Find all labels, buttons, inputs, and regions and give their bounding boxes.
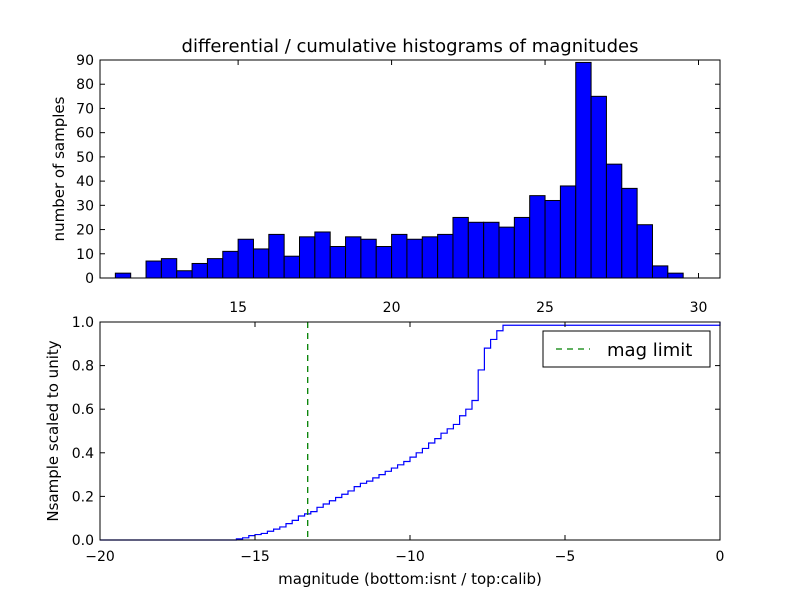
bottom-x-tick-label: −5	[555, 549, 576, 565]
bottom-plot-frame	[99, 321, 721, 541]
top-y-tick-label: 40	[76, 174, 94, 190]
top-y-tick-label: 70	[76, 101, 94, 117]
bottom-axis-ticks: 0.0 0.2 0.4 0.6 0.8 1.0 −20 −15 −10 −5 0	[72, 315, 725, 565]
bottom-y-tick-label: 0.8	[72, 359, 94, 375]
top-x-tick-label: 25	[536, 300, 554, 316]
histogram-bar-27	[529, 195, 546, 279]
histogram-bar-20	[421, 236, 439, 279]
histogram-bar-12	[299, 236, 316, 279]
top-histogram-panel: differential / cumulative histograms of …	[50, 36, 721, 316]
legend: mag limit	[542, 330, 711, 368]
top-y-tick-label: 0	[85, 271, 94, 287]
top-y-tick-label: 30	[76, 198, 94, 214]
histogram-bar-33	[621, 187, 638, 279]
histogram-bar-0	[114, 272, 132, 279]
histogram-bar-30	[575, 61, 592, 279]
legend-mag-limit-label: mag limit	[607, 340, 692, 361]
bottom-y-tick-label: 0.0	[72, 533, 94, 549]
top-plot-frame	[99, 59, 721, 279]
bottom-y-axis-label: Nsample scaled to unity	[44, 340, 62, 521]
top-y-axis-label: number of samples	[50, 96, 68, 241]
histogram-bar-8	[237, 238, 254, 279]
bottom-x-axis-label: magnitude (bottom:isnt / top:calib)	[278, 570, 542, 588]
histogram-bar-28	[544, 199, 561, 279]
histogram-bar-13	[314, 231, 331, 279]
bottom-y-tick-label: 0.2	[72, 489, 94, 505]
histogram-bar-14	[329, 246, 347, 279]
bottom-x-tick-label: −15	[240, 549, 270, 565]
top-y-tick-label: 60	[76, 126, 94, 142]
histogram-bar-18	[391, 233, 408, 279]
histogram-bar-4	[176, 270, 193, 279]
histogram-bar-17	[375, 246, 393, 279]
histogram-bar-15	[345, 236, 362, 279]
histogram-bar-31	[590, 95, 607, 279]
cumulative-lines	[100, 322, 721, 541]
top-y-tick-label: 20	[76, 223, 94, 239]
top-x-tick-label: 30	[690, 300, 708, 316]
histogram-bar-23	[467, 221, 485, 279]
histogram-bar-36	[667, 272, 684, 279]
top-y-tick-label: 90	[76, 53, 94, 69]
histogram-bar-2	[145, 260, 162, 279]
histogram-bar-24	[483, 221, 500, 279]
bottom-cumulative-panel: Nsample scaled to unity magnitude (botto…	[44, 315, 724, 588]
histogram-bar-7	[222, 250, 239, 279]
top-y-tick-label: 50	[76, 150, 94, 166]
histogram-bar-5	[191, 262, 208, 279]
histogram-bar-21	[437, 233, 454, 279]
histogram-bar-11	[283, 255, 301, 279]
top-x-tick-label: 15	[229, 300, 247, 316]
top-y-tick-label: 10	[76, 247, 94, 263]
histogram-bar-32	[605, 163, 623, 279]
histogram-bars	[114, 61, 684, 279]
chart-title: differential / cumulative histograms of …	[182, 36, 639, 57]
histogram-bar-6	[206, 258, 224, 279]
histogram-bar-35	[651, 265, 669, 279]
top-x-tick-label: 20	[383, 300, 401, 316]
bottom-y-tick-label: 1.0	[72, 315, 94, 331]
histogram-bar-10	[268, 233, 285, 279]
top-axis-ticks: 0 10 20 30 40 50 60 70 80 90 15 20 25 30	[76, 53, 720, 316]
histogram-bar-3	[160, 258, 178, 279]
histogram-bar-26	[513, 216, 531, 279]
histogram-bar-9	[252, 248, 270, 279]
bottom-x-tick-label: −10	[395, 549, 425, 565]
bottom-x-tick-label: 0	[716, 549, 725, 565]
histogram-bar-19	[406, 238, 423, 279]
histogram-bar-29	[559, 185, 577, 279]
bottom-y-tick-label: 0.6	[72, 402, 94, 418]
bottom-x-tick-label: −20	[85, 549, 115, 565]
histogram-bar-16	[360, 238, 377, 279]
cumulative-step-line	[100, 322, 721, 541]
histogram-bar-22	[452, 216, 469, 279]
bottom-y-tick-label: 0.4	[72, 446, 94, 462]
histogram-bar-25	[498, 226, 515, 279]
histogram-bar-34	[636, 224, 653, 279]
top-y-tick-label: 80	[76, 77, 94, 93]
